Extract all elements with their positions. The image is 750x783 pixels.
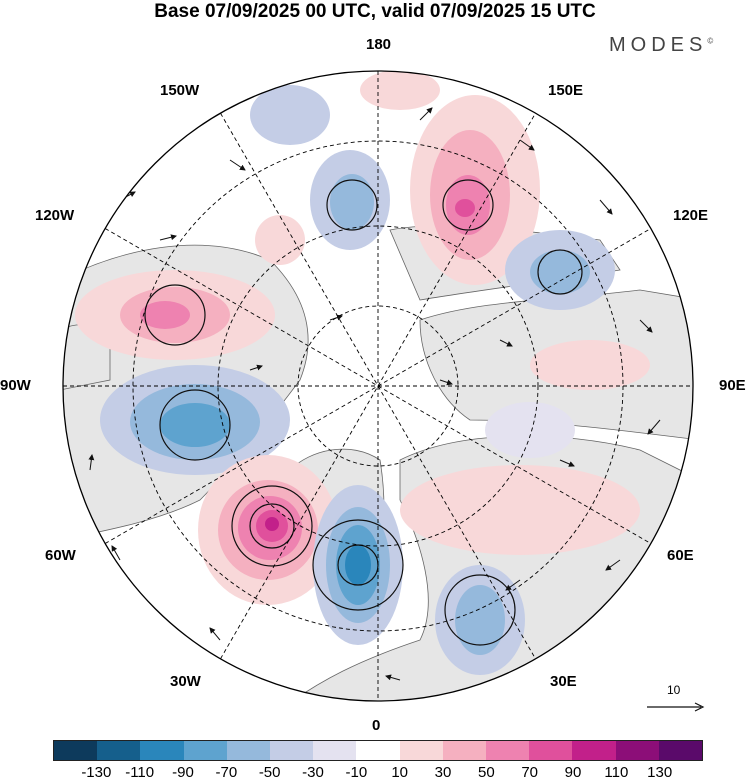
wind-vectors (88, 107, 661, 681)
lon-label-150w: 150W (160, 82, 200, 99)
colorbar-tick-label: 90 (564, 764, 582, 781)
positive-anomaly-russia (400, 465, 640, 555)
colorbar-tick-label: 50 (477, 764, 495, 781)
colorbar-tick-label: -70 (215, 764, 238, 781)
colorbar-swatch (486, 741, 530, 760)
colorbar-tick-label: -30 (302, 764, 324, 781)
brand-logo: MODES© (609, 34, 714, 56)
lon-label-60w: 60W (45, 547, 76, 564)
colorbar-tick-label: -110 (125, 764, 155, 781)
lon-label-150e: 150E (548, 82, 584, 99)
colorbar-swatch (658, 741, 703, 760)
colorbar-swatch (572, 741, 616, 760)
polar-stereographic-map (62, 70, 694, 702)
graticule (63, 71, 693, 701)
colorbar-swatch (313, 741, 357, 760)
colorbar-tick-label: -10 (345, 764, 368, 781)
colorbar-swatch (442, 741, 487, 760)
colorbar-tick-label: 110 (604, 764, 629, 781)
colorbar-tick-label: -130 (81, 764, 112, 781)
colorbar-tick-label: 70 (521, 764, 538, 781)
map-title: Base 07/09/2025 00 UTC, valid 07/09/2025… (154, 1, 596, 22)
colorbar-swatch (399, 741, 443, 760)
lon-label-120w: 120W (35, 207, 75, 224)
lon-label-90w: 90W (0, 377, 31, 394)
colorbar (53, 740, 703, 761)
colorbar-tick-label: -50 (258, 764, 281, 781)
colorbar-ticks: -130 -110 -90 -70 -50 -30 -10 10 30 50 70 90 110 130 (0, 764, 750, 783)
colorbar-swatch (356, 741, 400, 760)
circulation-streamlines (144, 179, 583, 646)
colorbar-swatch (54, 741, 98, 760)
colorbar-swatch (97, 741, 141, 760)
map-boundary (62, 70, 694, 702)
colorbar-swatch (140, 741, 184, 760)
anomaly-field (75, 71, 650, 675)
colorbar-swatch (529, 741, 573, 760)
colorbar-tick-label: 10 (391, 764, 408, 781)
colorbar-tick-label: -90 (172, 764, 194, 781)
colorbar-swatch (615, 741, 659, 760)
lon-label-0: 0 (372, 717, 381, 734)
lon-label-180: 180 (366, 36, 392, 53)
colorbar-swatch (183, 741, 227, 760)
lon-label-120e: 120E (673, 207, 709, 224)
lon-label-90e: 90E (719, 377, 746, 394)
reference-vector: 10 (645, 683, 705, 713)
lon-label-30e: 30E (550, 673, 577, 690)
colorbar-tick-label: 130 (647, 764, 673, 781)
colorbar-swatch (270, 741, 314, 760)
colorbar-swatch (226, 741, 271, 760)
lon-label-30w: 30W (170, 673, 201, 690)
colorbar-tick-label: 30 (434, 764, 452, 781)
lon-label-60e: 60E (667, 547, 694, 564)
